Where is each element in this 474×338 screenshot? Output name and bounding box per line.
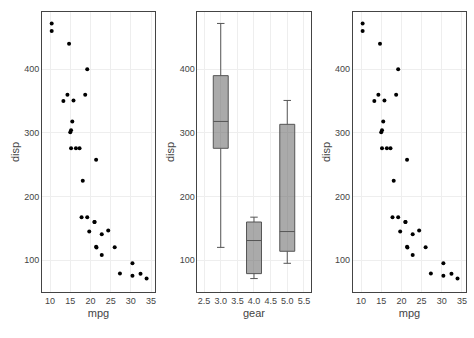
svg-text:25: 25 xyxy=(417,296,427,306)
svg-text:100: 100 xyxy=(335,255,350,265)
svg-text:2.5: 2.5 xyxy=(198,296,211,306)
svg-text:3.5: 3.5 xyxy=(231,296,244,306)
svg-text:15: 15 xyxy=(376,296,386,306)
svg-text:15: 15 xyxy=(65,296,75,306)
svg-text:gear: gear xyxy=(243,307,265,319)
svg-text:30: 30 xyxy=(437,296,447,306)
svg-text:disp: disp xyxy=(9,142,21,162)
svg-text:3.0: 3.0 xyxy=(214,296,227,306)
svg-text:35: 35 xyxy=(146,296,156,306)
svg-text:25: 25 xyxy=(106,296,116,306)
svg-text:100: 100 xyxy=(24,255,39,265)
svg-text:mpg: mpg xyxy=(88,307,109,319)
svg-text:200: 200 xyxy=(335,192,350,202)
svg-text:300: 300 xyxy=(24,128,39,138)
svg-text:4.0: 4.0 xyxy=(248,296,261,306)
svg-text:mpg: mpg xyxy=(399,307,420,319)
svg-text:200: 200 xyxy=(180,192,195,202)
svg-text:200: 200 xyxy=(24,192,39,202)
svg-text:300: 300 xyxy=(335,128,350,138)
svg-text:4.5: 4.5 xyxy=(264,296,277,306)
svg-text:300: 300 xyxy=(180,128,195,138)
svg-text:10: 10 xyxy=(356,296,366,306)
svg-text:20: 20 xyxy=(396,296,406,306)
svg-text:400: 400 xyxy=(180,64,195,74)
svg-text:5.5: 5.5 xyxy=(298,296,311,306)
svg-text:100: 100 xyxy=(180,255,195,265)
svg-text:disp: disp xyxy=(320,142,332,162)
svg-text:30: 30 xyxy=(126,296,136,306)
svg-text:20: 20 xyxy=(85,296,95,306)
svg-text:5.0: 5.0 xyxy=(281,296,294,306)
svg-text:35: 35 xyxy=(457,296,467,306)
svg-text:400: 400 xyxy=(335,64,350,74)
svg-text:disp: disp xyxy=(164,142,176,162)
svg-text:400: 400 xyxy=(24,64,39,74)
svg-text:10: 10 xyxy=(45,296,55,306)
